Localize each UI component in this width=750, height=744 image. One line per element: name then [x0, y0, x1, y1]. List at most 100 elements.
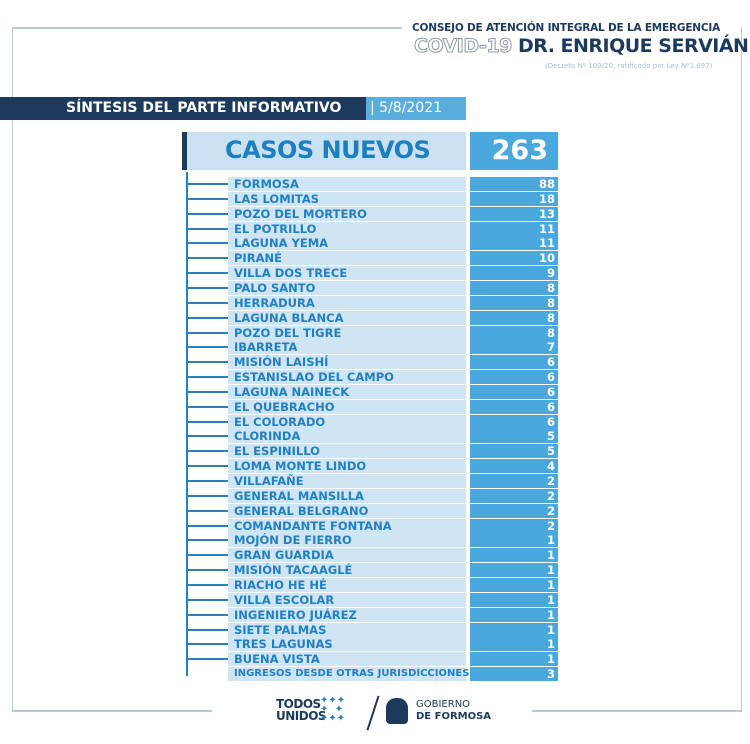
case-count: 1 — [470, 592, 558, 607]
case-count: 13 — [470, 206, 558, 221]
locality-name: CLORINDA — [228, 429, 466, 444]
frame-bottom-left — [12, 710, 212, 712]
case-count: 8 — [470, 280, 558, 295]
locality-name: EL COLORADO — [228, 414, 466, 429]
locality-name: EL POTRILLO — [228, 221, 466, 236]
tree-branch — [186, 331, 228, 334]
tree-branch — [186, 494, 228, 497]
locality-name: INGRESOS DESDE OTRAS JURISDICCIONES — [228, 667, 469, 682]
title-accent — [182, 132, 187, 170]
locality-name: SIETE PALMAS — [228, 622, 466, 637]
case-count: 2 — [470, 503, 558, 518]
case-count: 1 — [470, 622, 558, 637]
case-count: 11 — [470, 236, 558, 251]
tree-branch — [186, 643, 228, 646]
tree-branch — [186, 465, 228, 468]
tree-branch — [186, 658, 228, 661]
tree-branch — [186, 613, 228, 616]
case-count: 2 — [470, 488, 558, 503]
tree-branch — [186, 212, 228, 215]
locality-name: GENERAL BELGRANO — [228, 503, 466, 518]
divider-slash — [366, 695, 380, 731]
locality-name: RIACHO HE HÉ — [228, 577, 466, 592]
locality-name: MISIÓN LAISHÍ — [228, 355, 466, 370]
locality-name: HERRADURA — [228, 295, 466, 310]
tree-branch — [186, 480, 228, 482]
locality-name: VILLA ESCOLAR — [228, 592, 466, 607]
case-count: 6 — [470, 384, 558, 399]
case-count: 6 — [470, 399, 558, 414]
footer: TODOS UNIDOS ✦✦✦ ✦ ✦ ✦✦✦ GOBIERNO DE FORMO… — [0, 690, 750, 735]
tree-branch — [186, 569, 228, 572]
banner-title: SÍNTESIS DEL PARTE INFORMATIVO — [66, 100, 342, 116]
case-count: 8 — [470, 325, 558, 340]
tree-branch — [186, 257, 228, 260]
locality-name: FORMOSA — [228, 177, 466, 191]
tree-branch — [186, 583, 228, 586]
tree-branch — [186, 346, 228, 349]
case-count: 18 — [470, 191, 558, 206]
banner-date-bg — [366, 97, 466, 120]
summary-total-box: 263 — [470, 132, 558, 170]
locality-name: LAGUNA BLANCA — [228, 310, 466, 325]
locality-name: EL ESPINILLO — [228, 444, 466, 459]
case-count: 10 — [470, 251, 558, 266]
formosa-shield-icon — [386, 698, 408, 724]
logo1-line2: UNIDOS — [276, 709, 327, 723]
tree-branch — [186, 272, 228, 275]
tree-branch — [186, 390, 228, 393]
case-count: 1 — [470, 533, 558, 548]
case-count: 6 — [470, 355, 558, 370]
locality-name: VILLA DOS TRECE — [228, 266, 466, 281]
case-count: 1 — [470, 563, 558, 578]
tree-branch — [186, 598, 228, 601]
tree-branch — [186, 509, 228, 512]
locality-name: LOMA MONTE LINDO — [228, 459, 466, 474]
locality-name: EL QUEBRACHO — [228, 399, 466, 414]
tree-branch — [186, 316, 228, 319]
locality-name: GRAN GUARDIA — [228, 548, 466, 563]
tree-branch — [186, 554, 228, 557]
tree-branch — [186, 405, 228, 408]
locality-name: TRES LAGUNAS — [228, 637, 466, 652]
locality-name: LAGUNA YEMA — [228, 236, 466, 251]
case-count: 7 — [470, 340, 558, 355]
locality-name: MISIÓN TACAAGLÉ — [228, 563, 466, 578]
tree-branch — [186, 242, 228, 245]
case-count: 3 — [470, 667, 558, 682]
logo2-line1: GOBIERNO — [416, 699, 471, 710]
locality-name: INGENIERO JUÁREZ — [228, 607, 466, 622]
frame-top-line — [12, 27, 402, 29]
tree-branch — [186, 539, 228, 542]
tree-branch — [186, 524, 228, 527]
case-count: 2 — [470, 518, 558, 533]
locality-name: GENERAL MANSILLA — [228, 488, 466, 503]
locality-name: PALO SANTO — [228, 280, 466, 295]
tree-branch — [186, 227, 228, 230]
case-count: 8 — [470, 310, 558, 325]
case-count: 2 — [470, 474, 558, 488]
gobierno-formosa-logo: GOBIERNO DE FORMOSA — [416, 699, 491, 723]
logo1-line1: TODOS — [276, 697, 321, 711]
tree-branch — [186, 197, 228, 200]
case-count: 9 — [470, 266, 558, 281]
council-title: CONSEJO DE ATENCIÓN INTEGRAL DE LA EMERG… — [412, 22, 721, 34]
covid-label: COVID-19 — [414, 35, 513, 58]
council-subtitle: COVID-19 DR. ENRIQUE SERVIÁN — [414, 35, 749, 58]
locality-name: MOJÓN DE FIERRO — [228, 533, 466, 548]
summary-label-box — [187, 132, 466, 170]
case-count: 5 — [470, 444, 558, 459]
banner-date: | 5/8/2021 — [370, 100, 443, 116]
tree-branch — [186, 361, 228, 364]
tree-branch — [186, 301, 228, 304]
locality-name: VILLAFAÑE — [228, 474, 466, 488]
case-count: 1 — [470, 548, 558, 563]
tree-branch — [186, 183, 228, 185]
case-count: 5 — [470, 429, 558, 444]
locality-name: BUENA VISTA — [228, 652, 466, 667]
todos-unidos-logo: TODOS UNIDOS — [276, 697, 327, 723]
locality-name: LAGUNA NAINECK — [228, 384, 466, 399]
tree-branch — [186, 376, 228, 379]
case-count: 88 — [470, 177, 558, 191]
case-count: 1 — [470, 652, 558, 667]
